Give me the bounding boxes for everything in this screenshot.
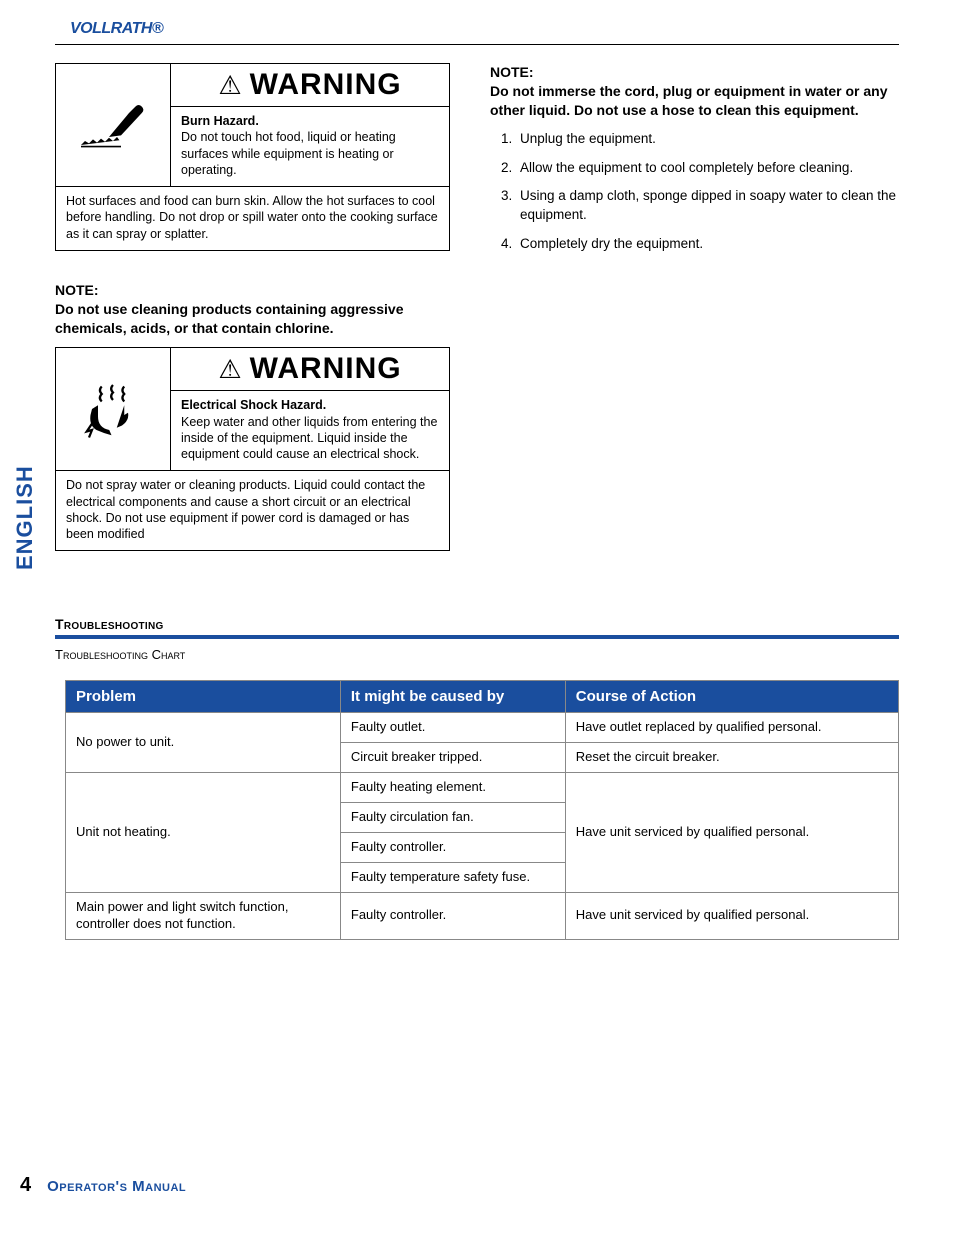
note-text: Do not immerse the cord, plug or equipme… [490, 82, 899, 120]
th-problem: Problem [66, 681, 341, 713]
warning-bottom-text: Do not spray water or cleaning products.… [56, 470, 449, 550]
section-underline [55, 635, 899, 639]
step-item: Unplug the equipment. [516, 130, 899, 149]
footer-title: Operator's Manual [47, 1178, 186, 1195]
troubleshooting-table: Problem It might be caused by Course of … [65, 680, 899, 939]
warning-triangle-icon: ⚠ [218, 72, 241, 98]
warning-triangle-icon: ⚠ [218, 356, 241, 382]
td-problem: Main power and light switch function, co… [66, 892, 341, 939]
warning-burn: ⚠ WARNING Burn Hazard. Do not touch hot … [55, 63, 450, 251]
step-item: Completely dry the equipment. [516, 235, 899, 254]
table-row: Main power and light switch function, co… [66, 892, 899, 939]
note-immerse: NOTE: Do not immerse the cord, plug or e… [490, 63, 899, 120]
step-item: Allow the equipment to cool completely b… [516, 159, 899, 178]
page-number: 4 [20, 1174, 31, 1197]
td-cause: Faulty controller. [340, 892, 565, 939]
step-item: Using a damp cloth, sponge dipped in soa… [516, 187, 899, 225]
language-tab: ENGLISH [12, 465, 38, 570]
note-cleaning: NOTE: Do not use cleaning products conta… [55, 281, 450, 338]
section-subtitle: Troubleshooting Chart [55, 647, 899, 662]
th-action: Course of Action [565, 681, 898, 713]
warning-title: WARNING [250, 352, 402, 386]
table-row: Unit not heating. Faulty heating element… [66, 773, 899, 803]
brand-logo: VOLLRATH® [70, 20, 899, 38]
hazard-label: Burn Hazard. [181, 113, 439, 129]
td-cause: Faulty outlet. [340, 713, 565, 743]
header-rule [55, 44, 899, 45]
td-cause: Faulty circulation fan. [340, 803, 565, 833]
warning-bottom-text: Hot surfaces and food can burn skin. All… [56, 186, 449, 250]
warning-shock: ⚠ WARNING Electrical Shock Hazard. Keep … [55, 347, 450, 551]
td-problem: Unit not heating. [66, 773, 341, 893]
burn-hazard-icon [56, 64, 171, 186]
th-cause: It might be caused by [340, 681, 565, 713]
td-action: Have unit serviced by qualified personal… [565, 892, 898, 939]
shock-hazard-icon [56, 348, 171, 470]
table-row: No power to unit. Faulty outlet. Have ou… [66, 713, 899, 743]
table-header-row: Problem It might be caused by Course of … [66, 681, 899, 713]
note-label: NOTE: [490, 63, 899, 82]
note-label: NOTE: [55, 281, 450, 300]
td-action: Have unit serviced by qualified personal… [565, 773, 898, 893]
td-problem: No power to unit. [66, 713, 341, 773]
section-title: Troubleshooting [55, 616, 899, 632]
td-cause: Faulty heating element. [340, 773, 565, 803]
td-cause: Circuit breaker tripped. [340, 743, 565, 773]
td-cause: Faulty controller. [340, 832, 565, 862]
warning-title: WARNING [250, 68, 402, 102]
note-text: Do not use cleaning products containing … [55, 300, 450, 338]
table-body: No power to unit. Faulty outlet. Have ou… [66, 713, 899, 939]
hazard-label: Electrical Shock Hazard. [181, 397, 439, 413]
footer: 4 Operator's Manual [20, 1174, 186, 1197]
td-cause: Faulty temperature safety fuse. [340, 862, 565, 892]
warning-body-text: Keep water and other liquids from enteri… [181, 415, 437, 462]
td-action: Reset the circuit breaker. [565, 743, 898, 773]
td-action: Have outlet replaced by qualified person… [565, 713, 898, 743]
cleaning-steps: Unplug the equipment. Allow the equipmen… [490, 130, 899, 254]
warning-body-text: Do not touch hot food, liquid or heating… [181, 130, 396, 177]
